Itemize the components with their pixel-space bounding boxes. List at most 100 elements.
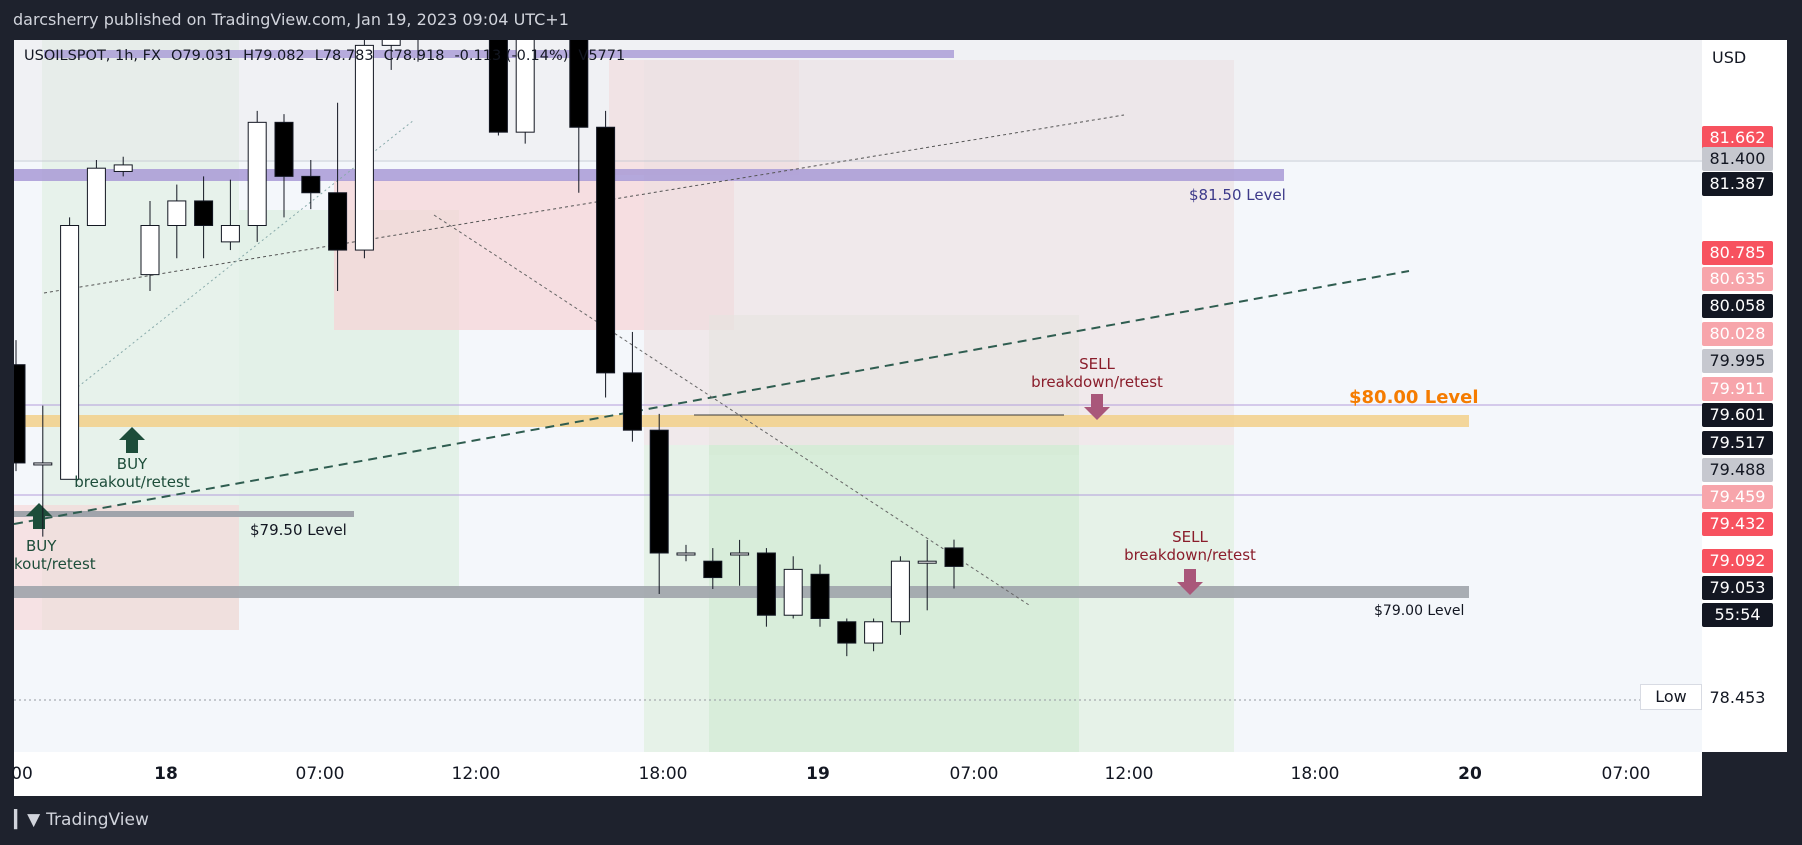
candle-body <box>864 621 884 644</box>
legend-change: -0.113 (-0.14%) <box>454 48 569 64</box>
price-label: 80.028 <box>1702 322 1773 346</box>
price-label: 79.995 <box>1702 349 1773 373</box>
candle-body <box>328 192 348 251</box>
price-label: 79.432 <box>1702 512 1773 536</box>
trendline-main <box>14 270 1410 525</box>
candle-body <box>381 40 401 46</box>
price-label: 79.911 <box>1702 377 1773 401</box>
zone-red-1 <box>14 505 239 630</box>
level-band-8000 <box>14 415 1469 427</box>
buy-label-2-sub: kout/retest <box>14 555 96 573</box>
sell-label-1: SELL breakdown/retest <box>1031 355 1163 391</box>
zone-gray-2 <box>709 315 1079 455</box>
candle-body <box>837 621 857 644</box>
footer-brand[interactable]: ▎▼ TradingView <box>14 810 149 830</box>
price-label: 81.400 <box>1702 147 1773 171</box>
candle-body <box>274 121 294 177</box>
sell-label-2: SELL breakdown/retest <box>1124 528 1256 564</box>
candle-body <box>917 560 937 564</box>
level-label-7900: $79.00 Level <box>1374 603 1465 619</box>
candle-body <box>301 175 321 194</box>
candle-body <box>14 364 26 464</box>
candle-body <box>810 573 830 619</box>
ohlc-legend: USOILSPOT, 1h, FX O79.031 H79.082 L78.783 C7… <box>24 48 635 64</box>
zone-gray-3 <box>14 40 1702 160</box>
legend-low: L78.783 <box>314 48 374 64</box>
buy-label-1: BUY breakout/retest <box>74 455 189 491</box>
candle-body <box>220 225 240 243</box>
candle-body <box>783 568 803 616</box>
time-scale[interactable]: 00 18 07:00 12:00 18:00 19 07:00 12:00 1… <box>11 752 1702 796</box>
sell-label-2-sub: breakdown/retest <box>1124 546 1256 564</box>
candle-body <box>167 200 187 226</box>
candle-body <box>622 372 642 431</box>
candle-body <box>676 552 696 556</box>
price-label: 81.662 <box>1702 126 1773 150</box>
level-label-8000: $80.00 Level <box>1349 387 1479 408</box>
level-label-7950: $79.50 Level <box>250 521 347 539</box>
candle-body <box>488 40 508 133</box>
x-tick-10: 07:00 <box>1601 764 1651 784</box>
x-tick-8: 18:00 <box>1290 764 1340 784</box>
candle-body <box>60 225 80 480</box>
price-label: 80.785 <box>1702 241 1773 265</box>
candle-body <box>890 560 910 623</box>
plot-area[interactable]: USOILSPOT, 1h, FX O79.031 H79.082 L78.783 C7… <box>14 40 1702 752</box>
candle-body <box>33 462 53 466</box>
price-label: 78.453 <box>1702 686 1773 710</box>
price-label: 80.635 <box>1702 267 1773 291</box>
buy-arrow-2 <box>26 503 52 529</box>
level-label-8150: $81.50 Level <box>1189 186 1286 204</box>
price-label: 79.601 <box>1702 403 1773 427</box>
trendline-upper <box>43 114 1125 294</box>
sell-label-2-title: SELL <box>1172 528 1208 546</box>
candle-body <box>247 121 267 226</box>
footer-brand-text: TradingView <box>46 810 149 830</box>
x-tick-3: 12:00 <box>451 764 501 784</box>
candle-body <box>86 167 106 226</box>
legend-volume: V5771 <box>578 48 626 64</box>
candle-body <box>596 126 616 374</box>
sell-arrow-2 <box>1177 569 1203 595</box>
low-label: Low <box>1640 684 1702 710</box>
candle-body <box>515 40 535 133</box>
candle-body <box>944 547 964 567</box>
candle-body <box>194 200 214 226</box>
price-chart-svg <box>14 40 1702 752</box>
buy-label-1-sub: breakout/retest <box>74 473 190 491</box>
sell-label-1-sub: breakdown/retest <box>1031 373 1163 391</box>
x-tick-4: 18:00 <box>638 764 688 784</box>
price-label: 79.459 <box>1702 485 1773 509</box>
x-tick-1: 18 <box>154 764 178 784</box>
x-tick-6: 07:00 <box>949 764 999 784</box>
legend-open: O79.031 <box>170 48 234 64</box>
price-label: 79.053 <box>1702 576 1773 600</box>
x-tick-7: 12:00 <box>1104 764 1154 784</box>
publish-attribution: darcsherry published on TradingView.com,… <box>13 10 569 29</box>
buy-label-2-title: BUY <box>26 537 57 555</box>
price-label: 79.092 <box>1702 549 1773 573</box>
legend-high: H79.082 <box>243 48 305 64</box>
tradingview-logo-icon: ▎▼ <box>14 810 41 830</box>
x-tick-0: 00 <box>11 764 33 784</box>
price-label: 79.488 <box>1702 458 1773 482</box>
price-label: 80.058 <box>1702 294 1773 318</box>
trendline-diag <box>433 214 1030 606</box>
candle-body <box>649 429 669 554</box>
candle-body <box>730 552 750 556</box>
candle-series <box>14 40 964 657</box>
legend-symbol: USOILSPOT, 1h, FX <box>24 48 161 64</box>
candle-body <box>703 560 723 579</box>
x-tick-2: 07:00 <box>295 764 345 784</box>
price-label: 55:54 <box>1702 603 1773 627</box>
buy-arrow-1 <box>119 427 145 453</box>
x-tick-9: 20 <box>1458 764 1482 784</box>
x-tick-5: 19 <box>806 764 830 784</box>
sell-label-1-title: SELL <box>1079 355 1115 373</box>
level-band-7900 <box>14 586 1469 598</box>
sell-arrow-1 <box>1084 394 1110 420</box>
candle-body <box>140 225 160 276</box>
currency-label[interactable]: USD <box>1712 48 1747 67</box>
legend-close: C78.918 <box>383 48 445 64</box>
